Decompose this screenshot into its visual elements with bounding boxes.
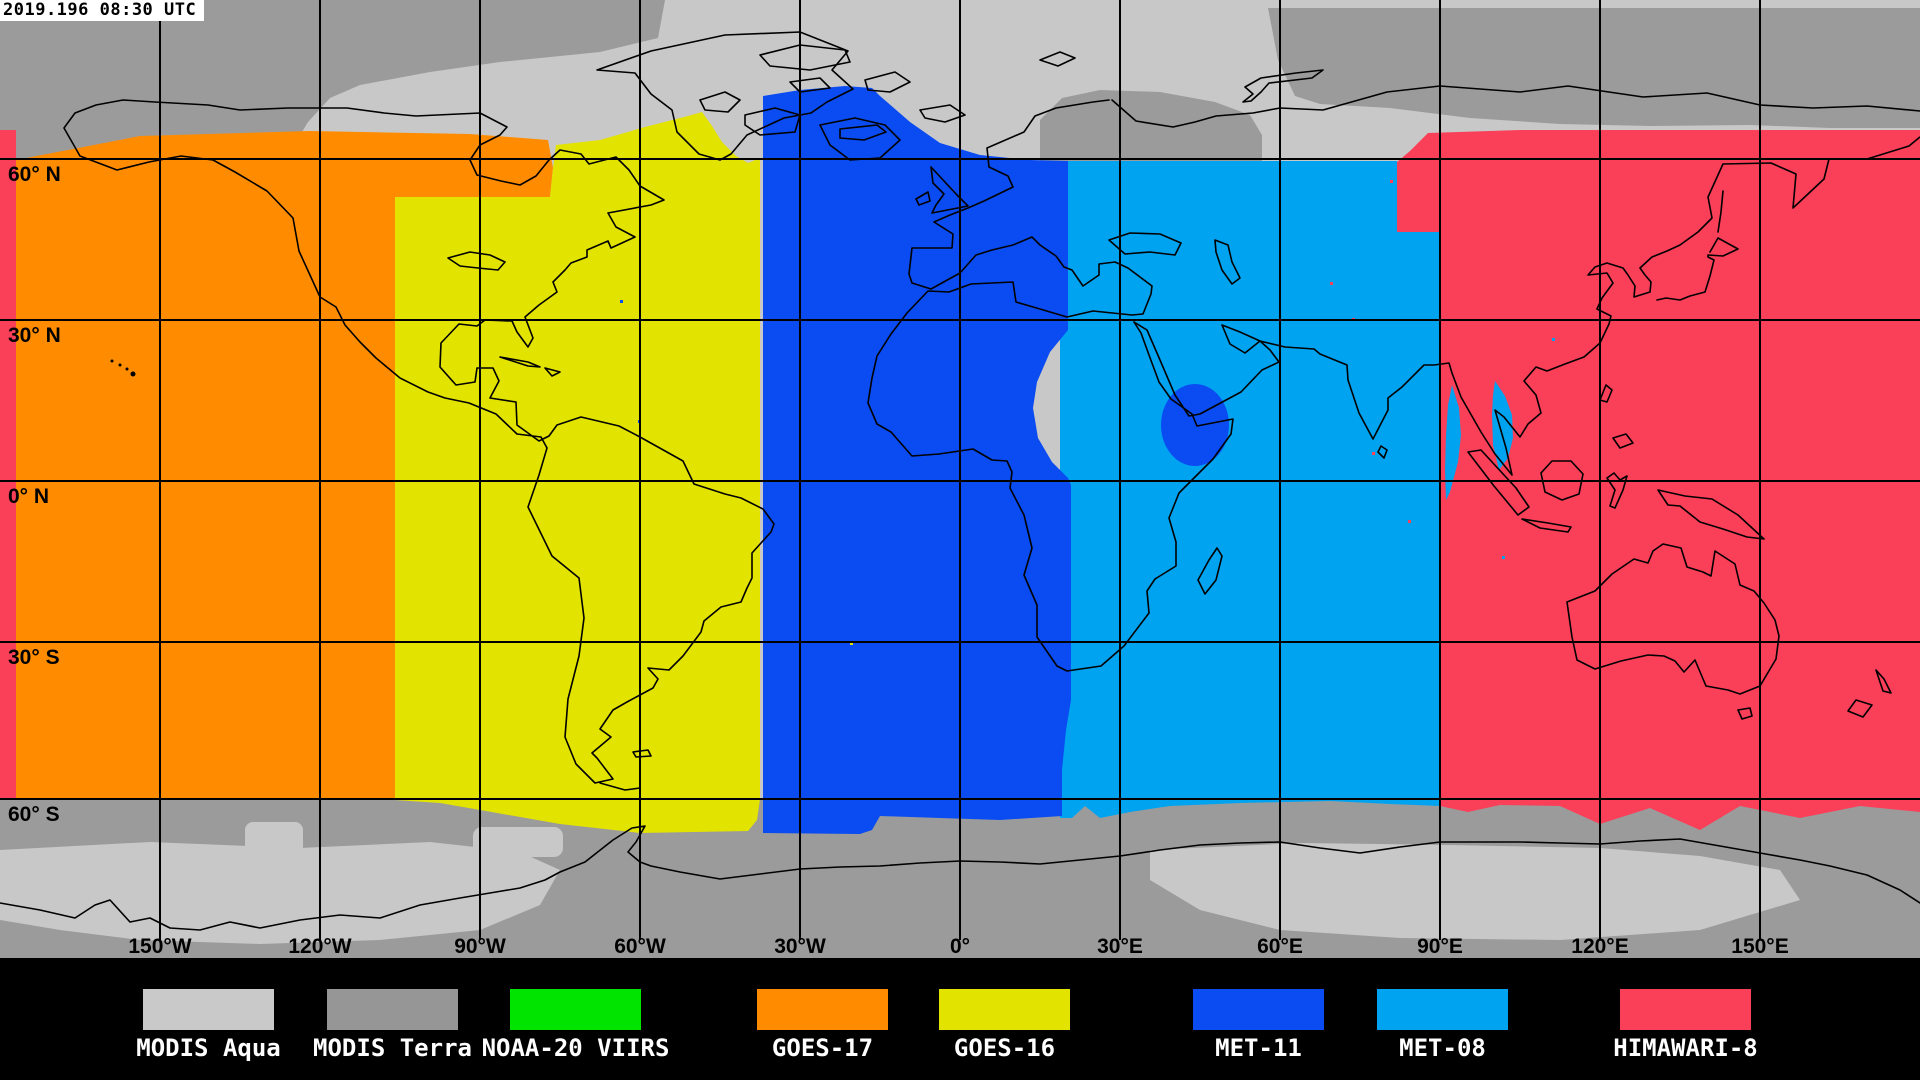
coast-asia: [1133, 136, 1920, 476]
coast-arctic-islands: [699, 44, 1076, 161]
legend-item-modis_aqua: MODIS Aqua: [136, 989, 281, 1062]
legend-item-met11: MET-11: [1193, 989, 1324, 1062]
lat-label: 30° N: [8, 324, 61, 347]
lon-label: 0°: [950, 935, 970, 958]
map-svg: 60° N 30° N 0° N 30° S 60° S 150°W 120°W 90°W 6…: [0, 0, 1920, 958]
legend-swatch-himawari8: [1620, 989, 1751, 1030]
lon-label: 150°E: [1731, 935, 1788, 958]
lat-label: 60° S: [8, 803, 60, 826]
legend-item-goes17: GOES-17: [757, 989, 888, 1062]
lon-label: 60°E: [1257, 935, 1303, 958]
legend-swatch-met08: [1377, 989, 1508, 1030]
legend-label-met11: MET-11: [1215, 1034, 1302, 1062]
latitude-labels: 60° N 30° N 0° N 30° S 60° S: [8, 163, 61, 826]
coastlines: [0, 31, 1920, 931]
lon-label: 30°W: [774, 935, 826, 958]
legend-item-goes16: GOES-16: [939, 989, 1070, 1062]
legend-label-met08: MET-08: [1399, 1034, 1486, 1062]
legend-item-met08: MET-08: [1377, 989, 1508, 1062]
met11-horn-of-africa-ellipse: [1161, 384, 1229, 466]
legend-label-goes17: GOES-17: [771, 1034, 874, 1062]
lon-label: 90°W: [454, 935, 506, 958]
coast-madagascar-srilanka: [1197, 445, 1388, 595]
legend-item-modis_terra: MODIS Terra: [313, 989, 472, 1062]
lon-label: 120°W: [288, 935, 351, 958]
legend-label-himawari8: HIMAWARI-8: [1613, 1034, 1758, 1062]
legend-item-himawari8: HIMAWARI-8: [1613, 989, 1758, 1062]
coast-se-asia-islands: [1467, 384, 1765, 540]
legend-swatch-noaa20_viirs: [510, 989, 641, 1030]
lat-label: 30° S: [8, 646, 60, 669]
coast-americas: [63, 99, 775, 784]
lon-label: 30°E: [1097, 935, 1143, 958]
lon-label: 60°W: [614, 935, 666, 958]
coast-greenland: [596, 31, 854, 161]
legend-label-modis_terra: MODIS Terra: [313, 1034, 472, 1062]
legend-label-noaa20_viirs: NOAA-20 VIIRS: [481, 1034, 670, 1062]
coast-iceland-britain-ireland: [839, 124, 969, 214]
coast-japan: [1656, 190, 1739, 301]
met08-lens-thailand: [1492, 381, 1513, 470]
band-met11: [763, 86, 1071, 834]
coast-arctic-russia: [1111, 85, 1920, 128]
legend-label-modis_aqua: MODIS Aqua: [136, 1034, 281, 1062]
legend-swatch-goes16: [939, 989, 1070, 1030]
legend-swatch-goes17: [757, 989, 888, 1030]
coast-antarctica: [0, 825, 1920, 931]
coast-caribbean-greatlakes: [447, 251, 561, 377]
legend-swatch-met11: [1193, 989, 1324, 1030]
lat-label: 60° N: [8, 163, 61, 186]
world-coverage-map: 60° N 30° N 0° N 30° S 60° S 150°W 120°W 90°W 6…: [0, 0, 1920, 958]
band-goes17: [16, 131, 553, 799]
lat-label: 0° N: [8, 485, 49, 508]
timestamp-label: 2019.196 08:30 UTC: [0, 0, 205, 21]
met08-lens-myanmar: [1445, 385, 1461, 500]
legend-item-noaa20_viirs: NOAA-20 VIIRS: [482, 989, 669, 1062]
legend-label-goes16: GOES-16: [953, 1034, 1056, 1062]
coast-europe-africa: [867, 99, 1234, 672]
hawaii-islands: [110, 359, 136, 377]
graticule: [0, 0, 1920, 940]
band-himawari8-west-wrap: [0, 130, 16, 799]
coast-novaya-zemlya: [1242, 69, 1324, 103]
coast-australia-nz: [1566, 543, 1892, 720]
legend-swatch-modis_aqua: [143, 989, 274, 1030]
legend-swatch-modis_terra: [327, 989, 458, 1030]
legend-bar: MODIS Aqua MODIS Terra NOAA-20 VIIRS GOES-1…: [0, 958, 1920, 1080]
coast-black-caspian-seas: [1108, 232, 1241, 285]
lon-label: 120°E: [1571, 935, 1628, 958]
lon-label: 90°E: [1417, 935, 1463, 958]
band-met08: [1060, 161, 1440, 818]
coast-falklands-fuego: [599, 749, 652, 791]
band-goes16: [395, 112, 760, 833]
lon-label: 150°W: [128, 935, 191, 958]
longitude-labels: 150°W 120°W 90°W 60°W 30°W 0° 30°E 60°E 90°E 120°…: [128, 935, 1788, 958]
coast-persian-gulf: [1221, 324, 1261, 354]
